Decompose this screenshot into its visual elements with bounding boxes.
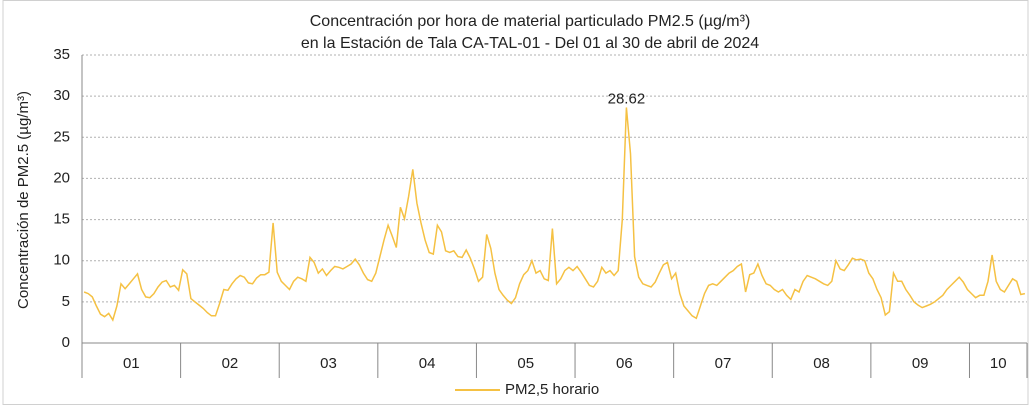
y-tick-label: 20 (53, 169, 70, 186)
x-tick-label: 06 (616, 355, 633, 372)
y-tick-label: 30 (53, 87, 70, 104)
x-tick-label: 09 (912, 355, 929, 372)
data-line (83, 107, 1026, 322)
legend-label: PM2,5 horario (505, 381, 599, 398)
y-tick-label: 10 (53, 252, 70, 269)
chart-title: Concentración por hora de material parti… (310, 13, 751, 30)
y-axis-label: Concentración de PM2.5 (µg/m³) (15, 91, 32, 309)
y-tick-label: 15 (53, 211, 70, 228)
x-tick-label: 05 (517, 355, 534, 372)
x-tick-label: 04 (419, 355, 436, 372)
x-tick-label: 08 (813, 355, 830, 372)
y-tick-label: 5 (62, 293, 70, 310)
y-tick-label: 25 (53, 128, 70, 145)
data-label: 28.62 (608, 90, 646, 107)
y-tick-label: 0 (62, 334, 70, 351)
x-tick-label: 03 (320, 355, 337, 372)
x-tick-label: 10 (990, 355, 1007, 372)
y-tick-label: 35 (53, 46, 70, 63)
chart-title: en la Estación de Tala CA-TAL-01 - Del 0… (301, 35, 759, 52)
x-tick-label: 01 (123, 355, 140, 372)
x-tick-label: 02 (222, 355, 239, 372)
x-tick-label: 07 (715, 355, 732, 372)
